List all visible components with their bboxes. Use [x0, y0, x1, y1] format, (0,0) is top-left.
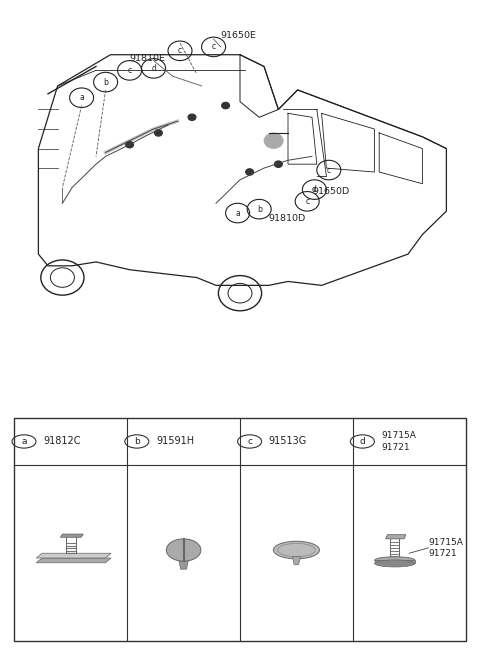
Text: 91810D: 91810D — [269, 214, 306, 223]
Text: a: a — [235, 208, 240, 217]
Text: 91715A
91721: 91715A 91721 — [382, 432, 417, 451]
Text: 91650E: 91650E — [221, 31, 257, 39]
Text: d: d — [151, 64, 156, 73]
Text: 91812C: 91812C — [43, 436, 81, 447]
Text: 91715A
91721: 91715A 91721 — [429, 537, 463, 558]
Text: c: c — [327, 166, 331, 175]
Circle shape — [275, 161, 282, 168]
Circle shape — [264, 133, 283, 148]
Text: 91650D: 91650D — [312, 187, 349, 196]
Ellipse shape — [166, 539, 201, 561]
Text: d: d — [360, 437, 365, 446]
Circle shape — [188, 114, 196, 120]
Circle shape — [222, 102, 229, 108]
Text: a: a — [79, 93, 84, 102]
Text: b: b — [103, 78, 108, 87]
Text: c: c — [305, 197, 309, 206]
Text: c: c — [128, 66, 132, 75]
Text: a: a — [21, 437, 27, 446]
Polygon shape — [385, 535, 406, 539]
Text: b: b — [257, 204, 262, 214]
Polygon shape — [292, 556, 300, 564]
Ellipse shape — [273, 541, 320, 559]
Ellipse shape — [374, 556, 415, 564]
FancyBboxPatch shape — [14, 418, 466, 641]
Text: c: c — [178, 47, 182, 55]
Polygon shape — [36, 558, 111, 563]
Text: c: c — [212, 43, 216, 51]
Polygon shape — [374, 560, 415, 564]
Polygon shape — [36, 553, 111, 558]
Text: d: d — [312, 185, 317, 194]
Text: 91513G: 91513G — [269, 436, 307, 447]
Text: b: b — [134, 437, 140, 446]
Circle shape — [246, 169, 253, 175]
Circle shape — [126, 141, 133, 148]
Polygon shape — [60, 534, 83, 537]
Text: 91591H: 91591H — [156, 436, 194, 447]
Text: c: c — [247, 437, 252, 446]
Polygon shape — [179, 561, 188, 569]
Circle shape — [155, 130, 162, 136]
Text: 91810E: 91810E — [130, 54, 166, 63]
Ellipse shape — [374, 560, 415, 567]
